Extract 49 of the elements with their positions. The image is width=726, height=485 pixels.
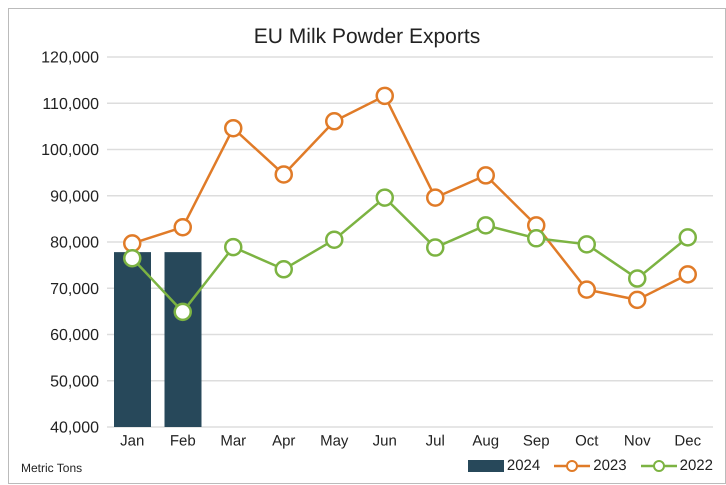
x-tick-label: Mar: [220, 432, 246, 450]
point: [376, 86, 394, 106]
y-tick-label: 90,000: [50, 188, 100, 206]
x-tick-label: Dec: [674, 432, 702, 450]
point: [376, 188, 394, 207]
legend-label: 2024: [506, 457, 540, 474]
point: [476, 166, 495, 185]
x-tick-label: Feb: [170, 432, 196, 450]
point: [476, 216, 495, 235]
point: [628, 290, 646, 310]
point: [274, 165, 293, 184]
x-tick-label: Jun: [372, 432, 397, 450]
x-tick-label: Aug: [472, 432, 500, 450]
point: [274, 260, 293, 279]
y-tick-label: 100,000: [41, 142, 100, 160]
x-tick-label: Jul: [426, 432, 445, 450]
y-tick-label: 80,000: [50, 234, 100, 252]
point: [174, 218, 192, 236]
point: [426, 238, 444, 257]
y-tick-label: 50,000: [50, 373, 100, 390]
point: [325, 230, 344, 249]
y-tick-label: 110,000: [42, 96, 100, 113]
point: [678, 265, 697, 284]
x-tick-label: May: [320, 432, 349, 450]
y-tick-label: 70,000: [50, 280, 100, 298]
x-tick-label: Apr: [272, 432, 296, 450]
point: [123, 234, 142, 253]
x-tick-label: Sep: [522, 432, 550, 450]
point: [527, 229, 546, 248]
legend-label: 2022: [680, 457, 713, 474]
x-tick-label: Jan: [120, 432, 144, 450]
point: [224, 118, 242, 138]
y-tick-label: 120,000: [41, 50, 100, 67]
legend-label: 2023: [593, 457, 627, 474]
y-tick-label: 60,000: [50, 327, 100, 344]
point: [628, 269, 646, 288]
point: [578, 280, 596, 299]
x-tick-label: Nov: [624, 432, 652, 450]
point: [578, 235, 596, 254]
point: [325, 112, 344, 131]
x-tick-label: Oct: [575, 432, 600, 450]
point: [174, 302, 192, 322]
point: [123, 248, 142, 268]
point: [224, 238, 242, 256]
point: [678, 228, 697, 247]
text: Metric Tons: [21, 461, 82, 475]
point: [426, 188, 444, 207]
y-tick-label: 40,000: [50, 420, 100, 437]
chart-title: EU Milk Powder Exports: [252, 25, 482, 49]
